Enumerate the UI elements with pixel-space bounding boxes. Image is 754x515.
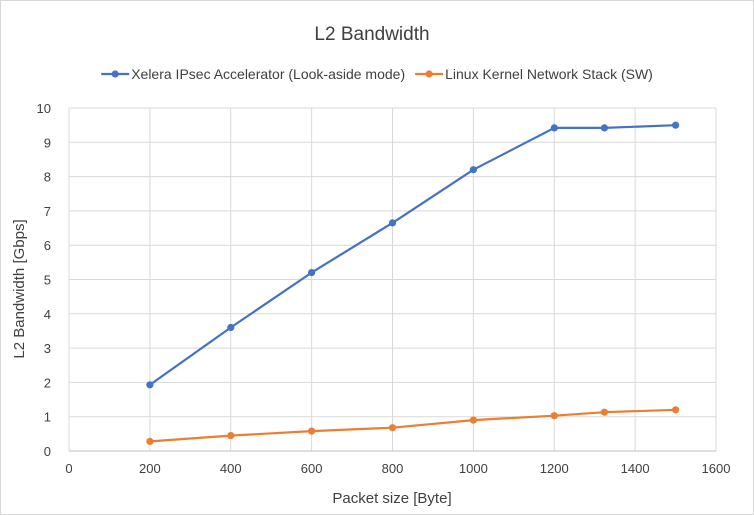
data-point bbox=[600, 408, 609, 416]
data-point bbox=[469, 166, 477, 174]
y-tick-label: 2 bbox=[44, 375, 51, 390]
data-point bbox=[600, 124, 609, 132]
legend-label: Linux Kernel Network Stack (SW) bbox=[445, 66, 653, 82]
y-tick-label: 3 bbox=[44, 341, 51, 356]
data-point bbox=[227, 432, 235, 440]
data-point bbox=[550, 124, 558, 132]
series-1 bbox=[146, 406, 680, 445]
data-point bbox=[227, 323, 235, 332]
y-tick-label: 5 bbox=[44, 273, 51, 288]
legend-item: Linux Kernel Network Stack (SW) bbox=[415, 66, 653, 82]
x-tick-label: 1600 bbox=[702, 461, 731, 476]
data-point bbox=[308, 427, 316, 435]
data-point bbox=[672, 121, 680, 129]
y-tick-label: 9 bbox=[44, 135, 51, 150]
y-tick-label: 4 bbox=[44, 307, 51, 322]
gridlines bbox=[68, 107, 717, 451]
x-axis-title: Packet size [Byte] bbox=[332, 490, 451, 507]
legend-item: Xelera IPsec Accelerator (Look-aside mod… bbox=[101, 66, 405, 82]
series-0 bbox=[146, 121, 680, 389]
x-tick-label: 1200 bbox=[540, 461, 569, 476]
x-tick-label: 400 bbox=[220, 461, 242, 476]
chart-title: L2 Bandwidth bbox=[314, 24, 429, 45]
y-tick-label: 6 bbox=[44, 238, 51, 253]
y-tick-label: 1 bbox=[44, 410, 51, 425]
y-tick-label: 10 bbox=[37, 101, 51, 116]
series-line bbox=[148, 408, 677, 443]
data-point bbox=[146, 437, 154, 445]
y-tick-label: 8 bbox=[44, 170, 51, 185]
data-point bbox=[146, 381, 154, 389]
x-tick-label: 800 bbox=[382, 461, 404, 476]
series-group bbox=[146, 121, 680, 445]
axes: 0 200 400 600 800 1000 1200 1400 1600 0 1 2 3 4 5 6 7 8 9 1… bbox=[37, 101, 731, 476]
y-tick-label: 0 bbox=[44, 444, 51, 459]
legend-marker bbox=[425, 70, 433, 78]
y-axis-title: L2 Bandwidth [Gbps] bbox=[11, 219, 28, 358]
x-tick-label: 600 bbox=[301, 461, 323, 476]
data-point bbox=[469, 416, 477, 424]
data-point bbox=[388, 424, 397, 432]
data-point bbox=[308, 269, 316, 277]
legend-label: Xelera IPsec Accelerator (Look-aside mod… bbox=[131, 66, 405, 82]
legend-marker bbox=[111, 70, 119, 78]
y-tick-label: 7 bbox=[44, 204, 51, 219]
x-tick-label: 1000 bbox=[459, 461, 488, 476]
series-line bbox=[148, 124, 677, 386]
legend: Xelera IPsec Accelerator (Look-aside mod… bbox=[101, 66, 653, 82]
x-tick-label: 0 bbox=[65, 461, 72, 476]
x-tick-label: 200 bbox=[139, 461, 161, 476]
data-point bbox=[672, 406, 680, 414]
x-tick-label: 1400 bbox=[621, 461, 650, 476]
data-point bbox=[550, 412, 558, 420]
data-point bbox=[388, 219, 397, 227]
